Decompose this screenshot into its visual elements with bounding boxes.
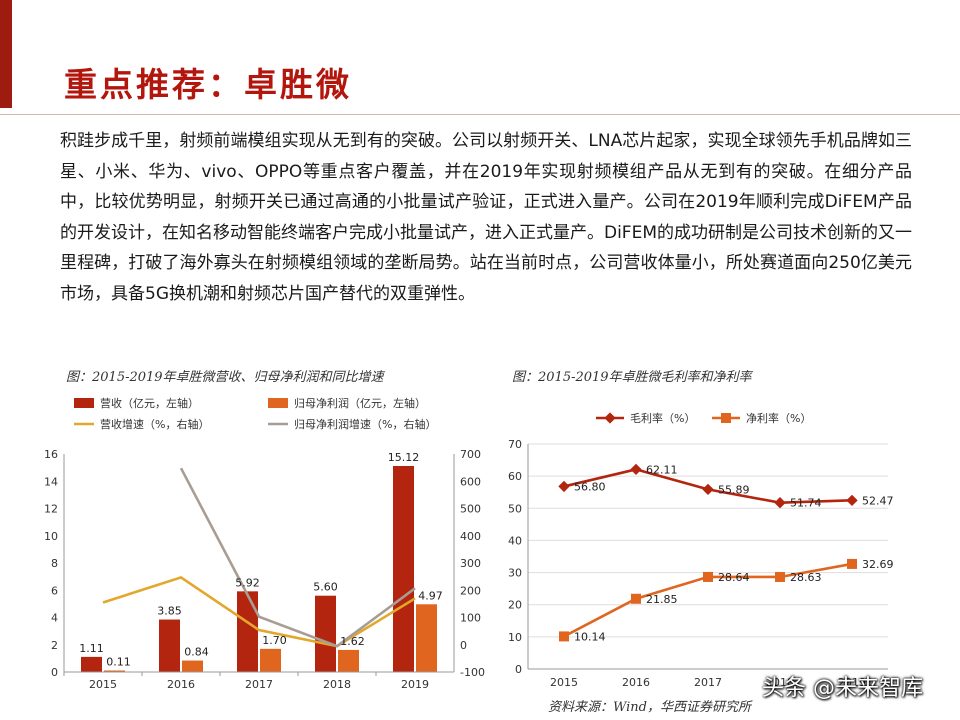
y-axis-tick: 0 <box>515 663 522 676</box>
net-margin-point <box>559 631 569 642</box>
profit-label: 1.70 <box>262 634 287 647</box>
profit-bar <box>416 604 437 672</box>
revenue-label: 5.92 <box>235 576 260 589</box>
title-divider <box>0 114 960 115</box>
right-axis-tick: 0 <box>460 639 467 652</box>
watermark: 头条 @未来智库 <box>762 676 923 701</box>
right-axis-tick: 300 <box>460 557 481 570</box>
legend-label: 营收（亿元，左轴） <box>100 396 199 410</box>
left-axis-tick: 10 <box>44 530 58 543</box>
revenue-bar <box>237 591 258 672</box>
revenue-bar <box>393 465 414 672</box>
x-axis-tick: 2017 <box>694 676 722 689</box>
net-margin-label: 32.69 <box>862 558 894 571</box>
y-axis-tick: 60 <box>508 470 522 483</box>
y-axis-tick: 30 <box>508 567 522 580</box>
gross-margin-point <box>702 483 714 496</box>
revenue-profit-chart: 0 2 4 6 8 10 12 14 16 -100 0 100 200 300 400 500 600 700 2… <box>44 396 485 691</box>
profit-bar <box>104 670 125 672</box>
left-axis-tick: 0 <box>51 666 58 679</box>
legend-marker <box>721 413 731 423</box>
left-axis-tick: 8 <box>51 557 58 570</box>
x-axis-tick: 2017 <box>245 678 273 691</box>
legend-swatch <box>268 398 288 408</box>
gross-margin-label: 52.47 <box>862 494 894 507</box>
right-axis-tick: -100 <box>460 666 485 679</box>
gross-margin-label: 55.89 <box>718 483 750 496</box>
profit-bar <box>182 660 203 672</box>
accent-bar <box>0 0 12 108</box>
gross-margin-label: 62.11 <box>646 463 678 476</box>
revenue-label: 1.11 <box>79 642 104 655</box>
net-margin-label: 10.14 <box>574 630 606 643</box>
body-paragraph: 积跬步成千里，射频前端模组实现从无到有的突破。公司以射频开关、LNA芯片起家，实… <box>60 131 912 304</box>
x-axis-tick: 2015 <box>550 676 578 689</box>
right-axis-tick: 700 <box>460 448 481 461</box>
legend-label: 归母净利润增速（%，右轴） <box>294 417 436 431</box>
revenue-growth-line <box>102 576 416 648</box>
left-axis-tick: 4 <box>51 612 58 625</box>
y-axis-tick: 40 <box>508 534 522 547</box>
left-axis-tick: 2 <box>51 639 58 652</box>
gross-margin-point <box>774 497 786 509</box>
legend-label: 毛利率（%） <box>630 411 695 425</box>
profit-label: 4.97 <box>418 589 443 602</box>
legend-label: 净利率（%） <box>746 411 811 425</box>
gross-margin-label: 51.74 <box>790 497 822 510</box>
revenue-bar <box>159 619 180 672</box>
revenue-label: 3.85 <box>157 605 182 618</box>
profit-bar <box>338 649 359 672</box>
x-axis-tick: 2015 <box>89 678 117 691</box>
x-axis-tick: 2016 <box>167 678 195 691</box>
net-margin-point <box>631 593 641 604</box>
left-axis-tick: 12 <box>44 503 58 516</box>
x-axis-tick: 2016 <box>622 676 650 689</box>
margin-chart: 0 10 20 30 40 50 60 70 2015 2016 2017 2018 2019 56.8… <box>508 411 894 689</box>
net-margin-label: 28.63 <box>790 571 822 584</box>
net-margin-label: 21.85 <box>646 593 678 606</box>
revenue-bar <box>315 595 336 672</box>
revenue-bar <box>81 656 102 672</box>
y-axis-tick: 10 <box>508 631 522 644</box>
left-axis-tick: 16 <box>44 448 58 461</box>
gross-margin-point <box>630 463 642 476</box>
y-axis-tick: 70 <box>508 438 522 451</box>
legend-label: 营收增速（%，右轴） <box>100 417 209 431</box>
y-axis-tick: 50 <box>508 502 522 515</box>
revenue-label: 5.60 <box>313 581 338 594</box>
x-axis-tick: 2019 <box>838 676 866 689</box>
right-axis-tick: 200 <box>460 584 481 597</box>
right-axis-tick: 400 <box>460 530 481 543</box>
profit-label: 0.11 <box>106 656 131 669</box>
y-axis-tick: 20 <box>508 599 522 612</box>
page-title: 重点推荐：卓胜微 <box>64 65 352 104</box>
source-note: 资料来源：Wind，华西证券研究所 <box>548 700 751 715</box>
gross-margin-point <box>846 494 858 507</box>
profit-bar <box>260 648 281 672</box>
legend-marker <box>604 412 616 424</box>
chart1-title: 图：2015-2019年卓胜微营收、归母净利润和同比增速 <box>66 370 384 385</box>
left-axis-tick: 14 <box>44 475 58 488</box>
chart2-title: 图：2015-2019年卓胜微毛利率和净利率 <box>512 370 752 385</box>
revenue-label: 15.12 <box>388 451 420 464</box>
profit-growth-line <box>179 467 416 648</box>
right-axis-tick: 500 <box>460 503 481 516</box>
net-margin-point <box>703 571 713 582</box>
legend-label: 归母净利润（亿元，左轴） <box>294 396 426 410</box>
profit-label: 0.84 <box>184 646 209 659</box>
right-axis-tick: 100 <box>460 612 481 625</box>
gross-margin-point <box>558 480 570 493</box>
net-margin-label: 28.64 <box>718 571 750 584</box>
profit-label: 1.62 <box>340 635 365 648</box>
x-axis-tick: 2018 <box>766 676 794 689</box>
net-margin-point <box>775 571 785 582</box>
net-margin-point <box>847 558 857 569</box>
gross-margin-label: 56.80 <box>574 480 606 493</box>
right-axis-tick: 600 <box>460 475 481 488</box>
x-axis-tick: 2018 <box>323 678 351 691</box>
legend-swatch <box>74 398 94 408</box>
left-axis-tick: 6 <box>51 584 58 597</box>
x-axis-tick: 2019 <box>401 678 429 691</box>
